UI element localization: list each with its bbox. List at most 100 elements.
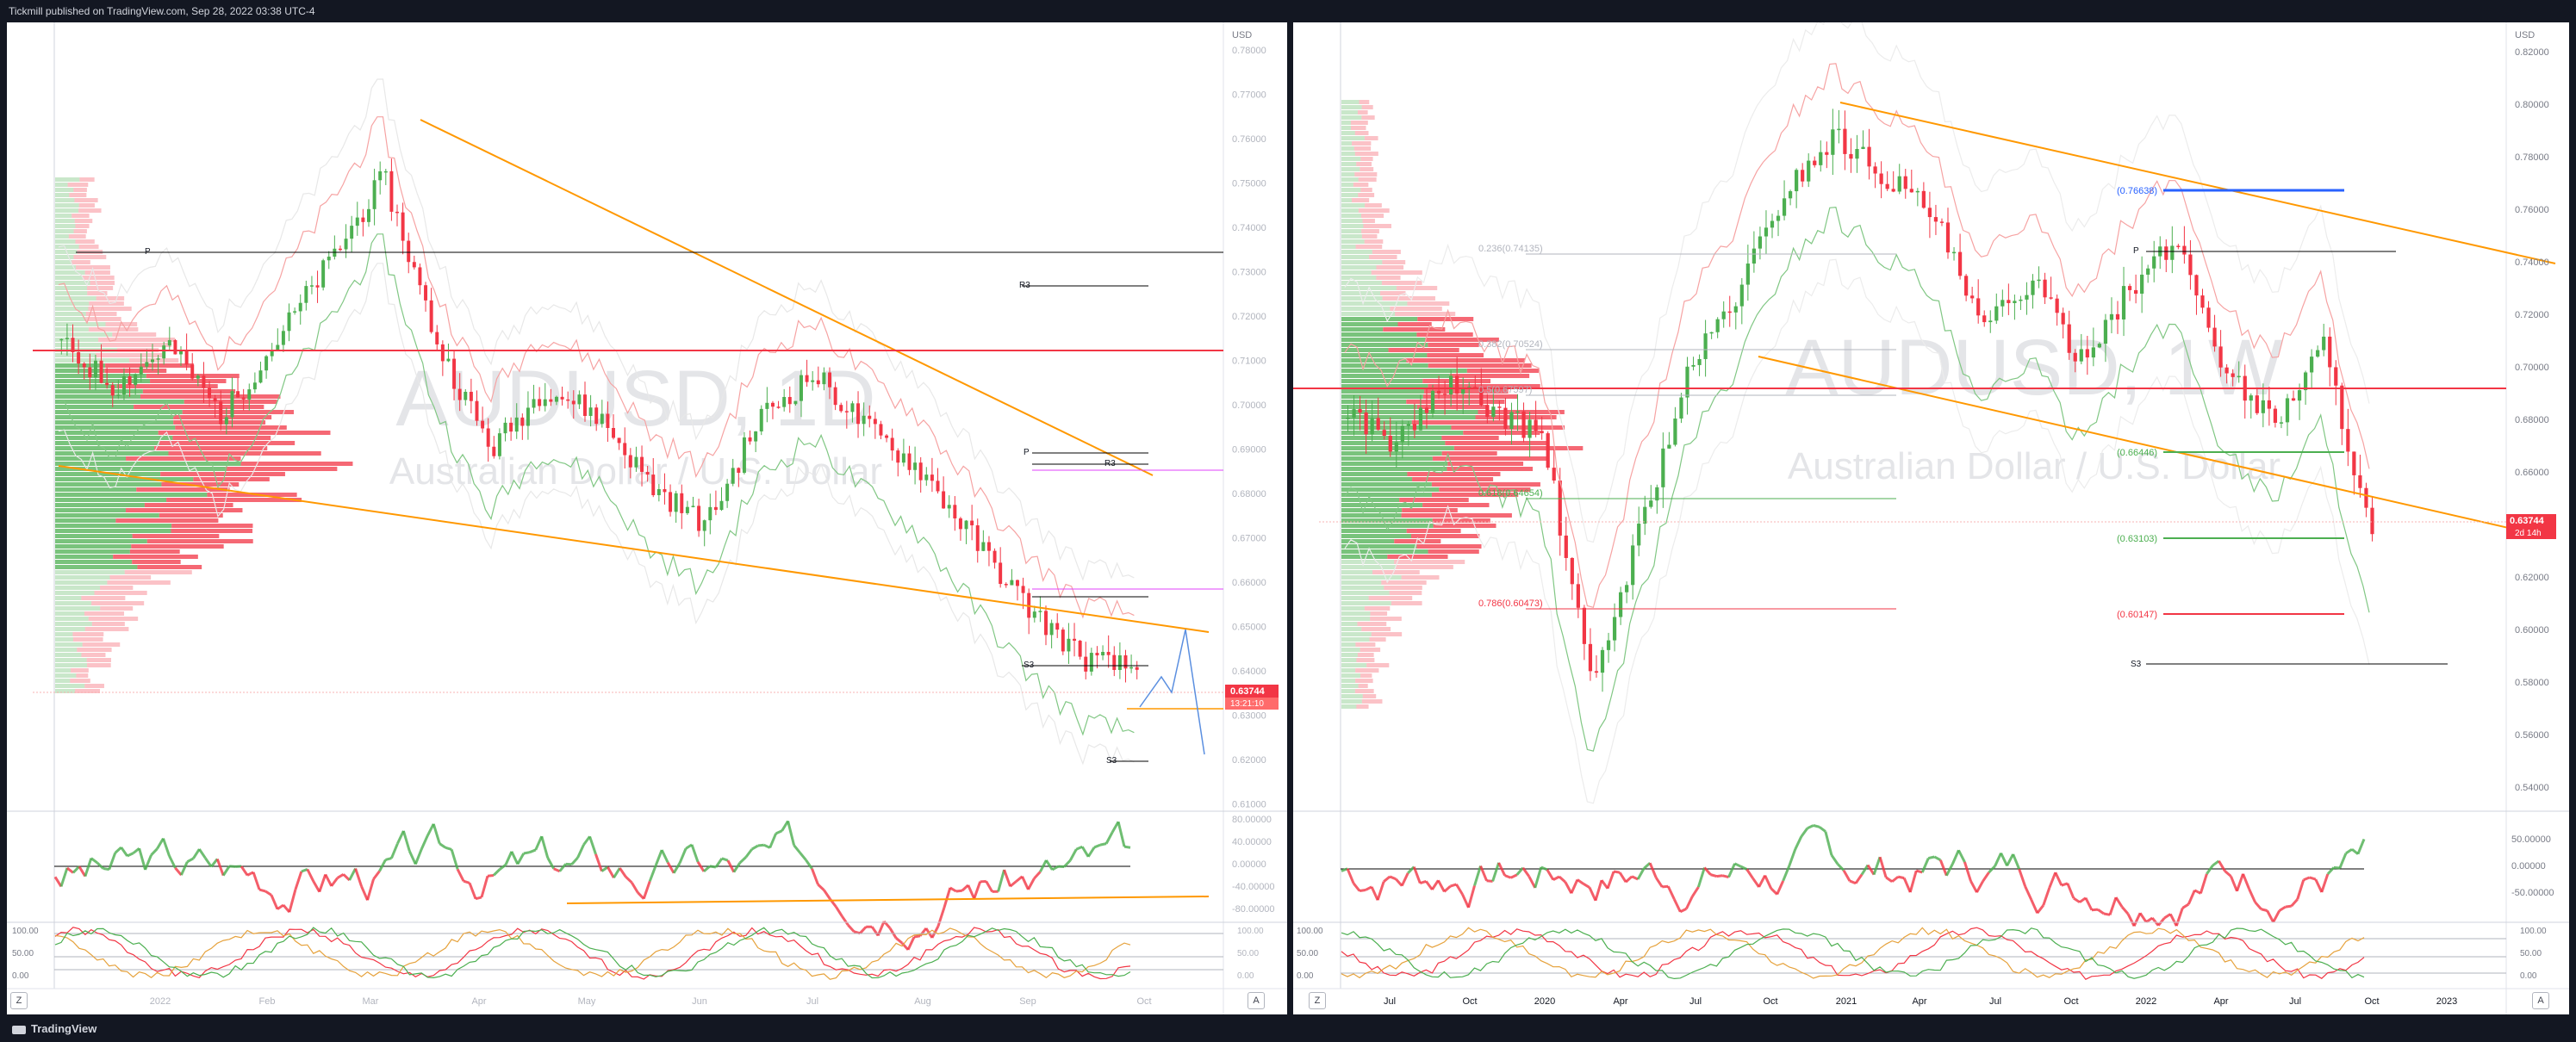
oscillator-segment	[288, 889, 297, 913]
candle-body	[1909, 189, 1913, 193]
volume-profile-bar-up	[1341, 281, 1382, 285]
right-zoom-button[interactable]: Z	[1309, 992, 1326, 1009]
candle-body	[1788, 191, 1793, 199]
candle-body	[1135, 667, 1139, 670]
oscillator-segment	[613, 867, 621, 879]
oscillator-segment	[2168, 913, 2178, 927]
candle-body	[1885, 183, 1889, 189]
candle-body	[1825, 152, 1829, 155]
oscillator-segment	[936, 907, 946, 927]
candle-body	[389, 171, 394, 212]
candle-body	[816, 380, 820, 385]
volume-profile-bar-up	[55, 549, 130, 554]
volume-profile-bar-up	[55, 627, 85, 631]
candle-body	[1982, 315, 1987, 323]
oscillator-segment	[1782, 865, 1791, 882]
candle-body	[110, 385, 115, 396]
candle-body	[918, 462, 923, 481]
right-auto-scale-button[interactable]: A	[2532, 992, 2549, 1009]
left-auto-scale-button[interactable]: A	[1248, 992, 1265, 1009]
candle-body	[1867, 146, 1871, 167]
volume-profile-bar-up	[1341, 699, 1362, 704]
daily-chart-panel[interactable]: AUDUSD, 1D Australian Dollar / U.S. Dolla…	[7, 22, 1287, 1014]
candle-body	[1394, 442, 1398, 452]
candle-body	[1106, 652, 1111, 655]
volume-profile-bar-down	[1360, 673, 1372, 678]
candle-body	[1631, 545, 1635, 586]
oscillator-segment	[2248, 888, 2256, 903]
oscillator-segment	[78, 865, 87, 878]
tradingview-logo[interactable]: TradingView	[12, 1016, 96, 1042]
volume-profile-bar-down	[1433, 524, 1496, 528]
candle-body	[315, 285, 320, 288]
volume-profile-bar-down	[1439, 487, 1531, 492]
oscillator-segment	[1376, 881, 1385, 901]
candle-body	[1084, 656, 1088, 672]
oscillator-segment	[150, 847, 159, 856]
candle-body	[88, 367, 92, 378]
time-tick-label: 2021	[1836, 996, 1857, 1007]
weekly-chart-panel[interactable]: AUDUSD, 1W Australian Dollar / U.S. Dolla…	[1293, 22, 2569, 1014]
volume-profile-bar-up	[1341, 203, 1366, 208]
oscillator-segment	[2278, 905, 2287, 912]
oscillator-segment	[408, 850, 417, 865]
price-tick-label: 0.70000	[2515, 363, 2549, 373]
channel-lower-line	[1758, 356, 2543, 537]
volume-profile-bar-down	[1355, 679, 1373, 683]
candle-body	[594, 407, 599, 425]
oscillator-segment	[570, 857, 579, 865]
oscillator-segment	[2000, 852, 2008, 866]
oscillator-segment	[450, 848, 459, 870]
volume-profile-bar-up	[55, 637, 73, 642]
candle-body	[481, 420, 485, 429]
oscillator-segment	[2151, 917, 2160, 927]
candle-body	[77, 352, 81, 364]
candle-body	[1564, 535, 1568, 558]
candle-body	[2340, 385, 2344, 430]
candle-body	[128, 375, 132, 386]
oscillator-segment	[751, 844, 759, 851]
candle-body	[992, 550, 997, 563]
candle-body	[1061, 630, 1065, 652]
candle-body	[1406, 424, 1410, 426]
volume-profile-bar-down	[154, 446, 268, 450]
candle-body	[526, 407, 530, 426]
volume-profile-bar-down	[72, 632, 104, 636]
stoch-tick-left: 100.00	[12, 927, 39, 936]
oscillator-segment	[811, 868, 819, 885]
time-tick-label: Apr	[471, 996, 486, 1007]
oscillator-segment	[654, 849, 663, 866]
candle-body	[731, 468, 735, 484]
candle-body	[924, 474, 929, 481]
price-tick-label: 0.76000	[2515, 205, 2549, 215]
volume-profile-bar-down	[1360, 214, 1384, 218]
oscillator-segment	[59, 867, 69, 887]
price-tick-label: 0.62000	[1232, 755, 1266, 766]
stoch-tick-right: 0.00	[2520, 971, 2537, 981]
oscillator-segment	[1691, 886, 1700, 897]
left-zoom-button[interactable]: Z	[10, 992, 28, 1009]
volume-profile-bar-down	[77, 648, 112, 652]
supertrend-down	[58, 116, 1135, 619]
volume-profile-bar-down	[1357, 622, 1387, 626]
candle-body	[293, 311, 297, 313]
candle-body	[2115, 313, 2120, 319]
oscillator-segment	[1813, 824, 1820, 828]
candle-body	[1044, 611, 1048, 636]
volume-profile-bar-down	[87, 663, 111, 667]
volume-profile-bar-down	[1407, 301, 1450, 306]
volume-profile-bar-up	[1341, 467, 1447, 471]
candle-body	[645, 471, 650, 475]
volume-profile-bar-up	[1341, 234, 1362, 239]
volume-profile-bar-down	[1361, 229, 1379, 233]
volume-profile-bar-down	[76, 673, 89, 678]
stochastic-line	[1341, 927, 2365, 979]
candle-body	[1540, 431, 1544, 434]
volume-profile-bar-up	[1341, 668, 1356, 673]
candle-body	[1497, 406, 1502, 408]
candle-body	[492, 446, 496, 456]
oscillator-segment	[1491, 862, 1501, 882]
pivot-label: S3	[1024, 661, 1035, 670]
